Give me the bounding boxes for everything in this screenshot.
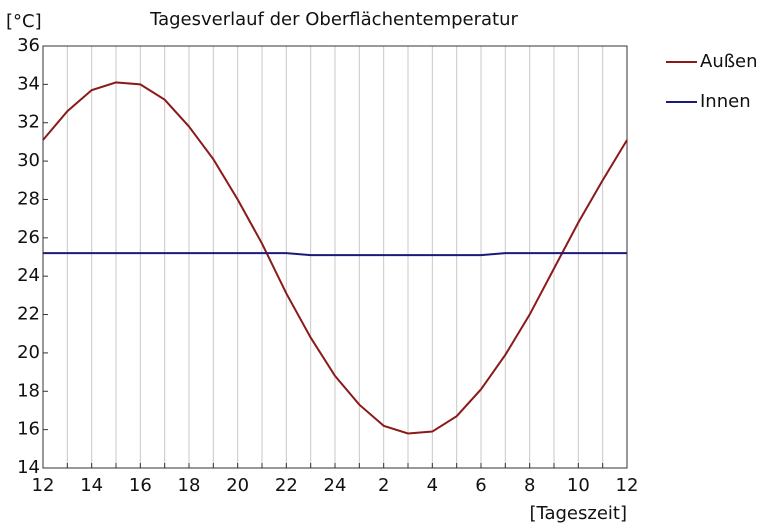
- plot-frame: [42, 45, 628, 469]
- y-tick-label: 32: [17, 112, 40, 133]
- chart-title: Tagesverlauf der Oberflächentemperatur: [149, 9, 518, 30]
- y-tick-label: 20: [17, 342, 40, 363]
- y-tick-label: 24: [17, 265, 40, 286]
- x-tick-label: 18: [178, 475, 201, 496]
- y-tick-label: 26: [17, 227, 40, 248]
- series-line: [42, 81, 628, 435]
- x-tick-label: 24: [324, 475, 347, 496]
- y-tick-label: 30: [17, 150, 40, 171]
- y-tick-label: 34: [17, 73, 40, 94]
- x-tick-label: 12: [616, 475, 639, 496]
- x-tick-label: 22: [275, 475, 298, 496]
- y-axis-label: [°C]: [6, 11, 42, 32]
- y-tick-label: 14: [17, 457, 40, 478]
- x-tick-label: 14: [80, 475, 103, 496]
- y-tick-label: 22: [17, 304, 40, 325]
- x-tick-label: 8: [524, 475, 535, 496]
- x-tick-label: 16: [129, 475, 152, 496]
- x-tick-label: 20: [226, 475, 249, 496]
- x-tick-label: 10: [567, 475, 590, 496]
- x-tick-label: 2: [378, 475, 389, 496]
- legend-label: Innen: [700, 91, 751, 112]
- y-tick-label: 16: [17, 419, 40, 440]
- legend-label: Außen: [700, 51, 758, 72]
- y-tick-label: 18: [17, 380, 40, 401]
- x-axis-label: [Tageszeit]: [529, 503, 627, 524]
- x-tick-label: 6: [475, 475, 486, 496]
- x-tick-label: 12: [32, 475, 55, 496]
- x-tick-label: 4: [427, 475, 438, 496]
- y-tick-label: 36: [17, 35, 40, 56]
- series-line: [43, 252, 627, 257]
- y-tick-label: 28: [17, 188, 40, 209]
